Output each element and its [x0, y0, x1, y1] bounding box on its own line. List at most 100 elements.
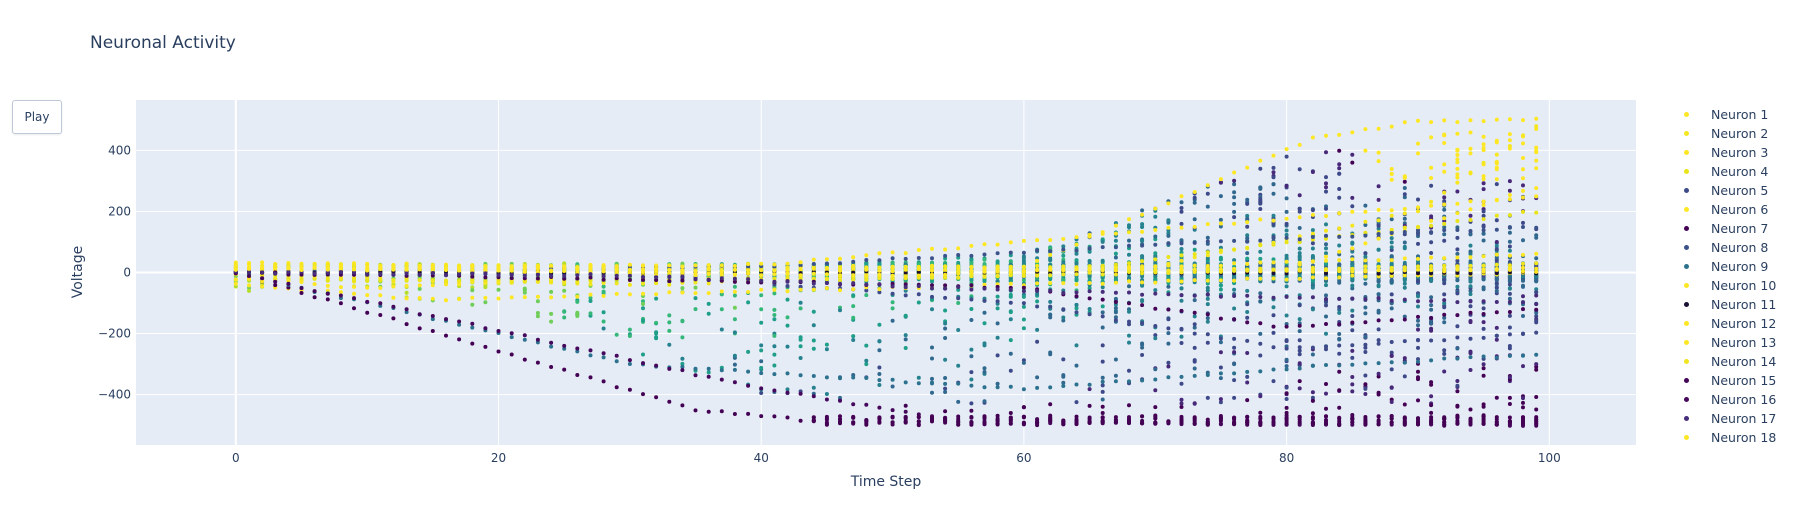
- series-point: [1442, 263, 1447, 268]
- data-point: [1481, 287, 1486, 292]
- series-point: [811, 266, 816, 271]
- series-point: [785, 267, 790, 272]
- data-point: [1429, 240, 1434, 245]
- data-point: [1100, 325, 1105, 330]
- series-point: [1245, 262, 1250, 266]
- data-point: [1074, 343, 1079, 348]
- series-point: [588, 279, 593, 283]
- series-point: [1245, 239, 1250, 244]
- data-point: [1297, 361, 1302, 366]
- data-point: [1271, 264, 1276, 269]
- data-point: [1402, 240, 1407, 245]
- series-point: [299, 268, 304, 272]
- data-point: [1442, 225, 1447, 230]
- series-point: [1205, 278, 1210, 283]
- series-point: [1363, 258, 1368, 263]
- series-point: [1455, 356, 1460, 361]
- data-point: [785, 323, 790, 328]
- series-point: [719, 271, 724, 275]
- data-point: [654, 335, 659, 340]
- series-point: [1494, 262, 1499, 267]
- series-point: [1324, 228, 1328, 233]
- series-point: [1389, 258, 1394, 263]
- data-point: [1140, 222, 1145, 227]
- series-point: [877, 378, 882, 383]
- series-point: [1100, 379, 1105, 384]
- series-point: [706, 277, 711, 282]
- series-point: [1376, 268, 1381, 273]
- series-point: [877, 265, 882, 270]
- series-point: [627, 278, 632, 282]
- data-point: [1455, 153, 1460, 157]
- series-point: [1035, 385, 1040, 390]
- data-point: [1416, 279, 1420, 284]
- series-point: [1035, 268, 1040, 273]
- series-point: [1297, 366, 1302, 371]
- series-point: [1350, 320, 1355, 325]
- data-point: [1284, 385, 1289, 390]
- series-point: [391, 284, 396, 289]
- data-point: [1521, 364, 1525, 369]
- data-point: [1455, 346, 1460, 351]
- data-point: [772, 291, 777, 296]
- series-point: [798, 263, 803, 268]
- series-point: [680, 364, 685, 369]
- data-point: [1284, 313, 1289, 318]
- data-point: [1481, 326, 1486, 331]
- series-point: [1100, 245, 1105, 250]
- series-point: [1048, 249, 1053, 254]
- data-point: [1468, 249, 1473, 254]
- data-point: [1442, 281, 1447, 286]
- data-point: [1245, 380, 1250, 385]
- series-point: [417, 296, 422, 300]
- data-point: [417, 286, 422, 291]
- play-button[interactable]: Play: [12, 100, 62, 134]
- data-point: [1100, 310, 1105, 315]
- series-point: [811, 271, 816, 276]
- data-point: [1284, 410, 1289, 415]
- data-point: [1324, 185, 1328, 190]
- data-point: [1521, 396, 1525, 401]
- data-point: [1507, 278, 1512, 283]
- series-point: [378, 301, 383, 306]
- data-point: [1402, 179, 1407, 184]
- series-point: [995, 385, 1000, 390]
- series-point: [1324, 236, 1328, 241]
- series-point: [391, 272, 396, 277]
- data-point: [470, 302, 475, 307]
- data-point: [1494, 281, 1499, 285]
- series-point: [1494, 271, 1499, 276]
- series-point: [470, 321, 475, 326]
- data-point: [1218, 287, 1223, 292]
- series-point: [325, 297, 330, 302]
- data-point: [1205, 256, 1210, 260]
- series-point: [877, 282, 882, 287]
- data-point: [1074, 277, 1079, 281]
- series-point: [732, 380, 737, 385]
- data-point: [1455, 258, 1460, 263]
- series-point: [575, 346, 580, 351]
- data-point: [1153, 367, 1158, 372]
- series-point: [1153, 377, 1158, 382]
- data-point: [1416, 151, 1420, 156]
- series-point: [956, 296, 961, 301]
- series-point: [247, 266, 251, 271]
- data-point: [1429, 328, 1434, 333]
- data-point: [1507, 248, 1512, 253]
- series-point: [1468, 218, 1473, 222]
- data-point: [1192, 247, 1197, 252]
- data-point: [1008, 411, 1013, 415]
- data-point: [1048, 258, 1053, 263]
- data-point: [1127, 309, 1131, 314]
- series-point: [378, 272, 383, 276]
- series-point: [1494, 333, 1499, 338]
- series-point: [378, 286, 383, 290]
- data-point: [1494, 138, 1499, 143]
- series-point: [247, 283, 251, 288]
- series-point: [535, 279, 540, 284]
- data-point: [1389, 306, 1394, 311]
- series-point: [1140, 259, 1145, 264]
- series-point: [1507, 332, 1512, 337]
- data-point: [1245, 288, 1250, 293]
- series-point: [391, 278, 396, 283]
